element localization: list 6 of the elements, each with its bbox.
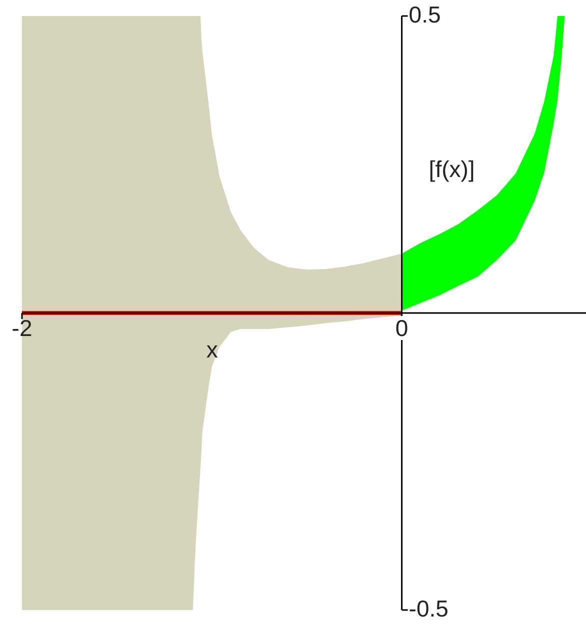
- y-tick-label: 0.5: [408, 1, 441, 28]
- y-tick-label: -0.5: [408, 595, 448, 622]
- x-tick-label: 0: [395, 314, 408, 341]
- x-axis-title: x: [206, 336, 218, 362]
- x-tick-label: -2: [12, 314, 32, 341]
- y-axis-title: [f(x)]: [428, 156, 475, 182]
